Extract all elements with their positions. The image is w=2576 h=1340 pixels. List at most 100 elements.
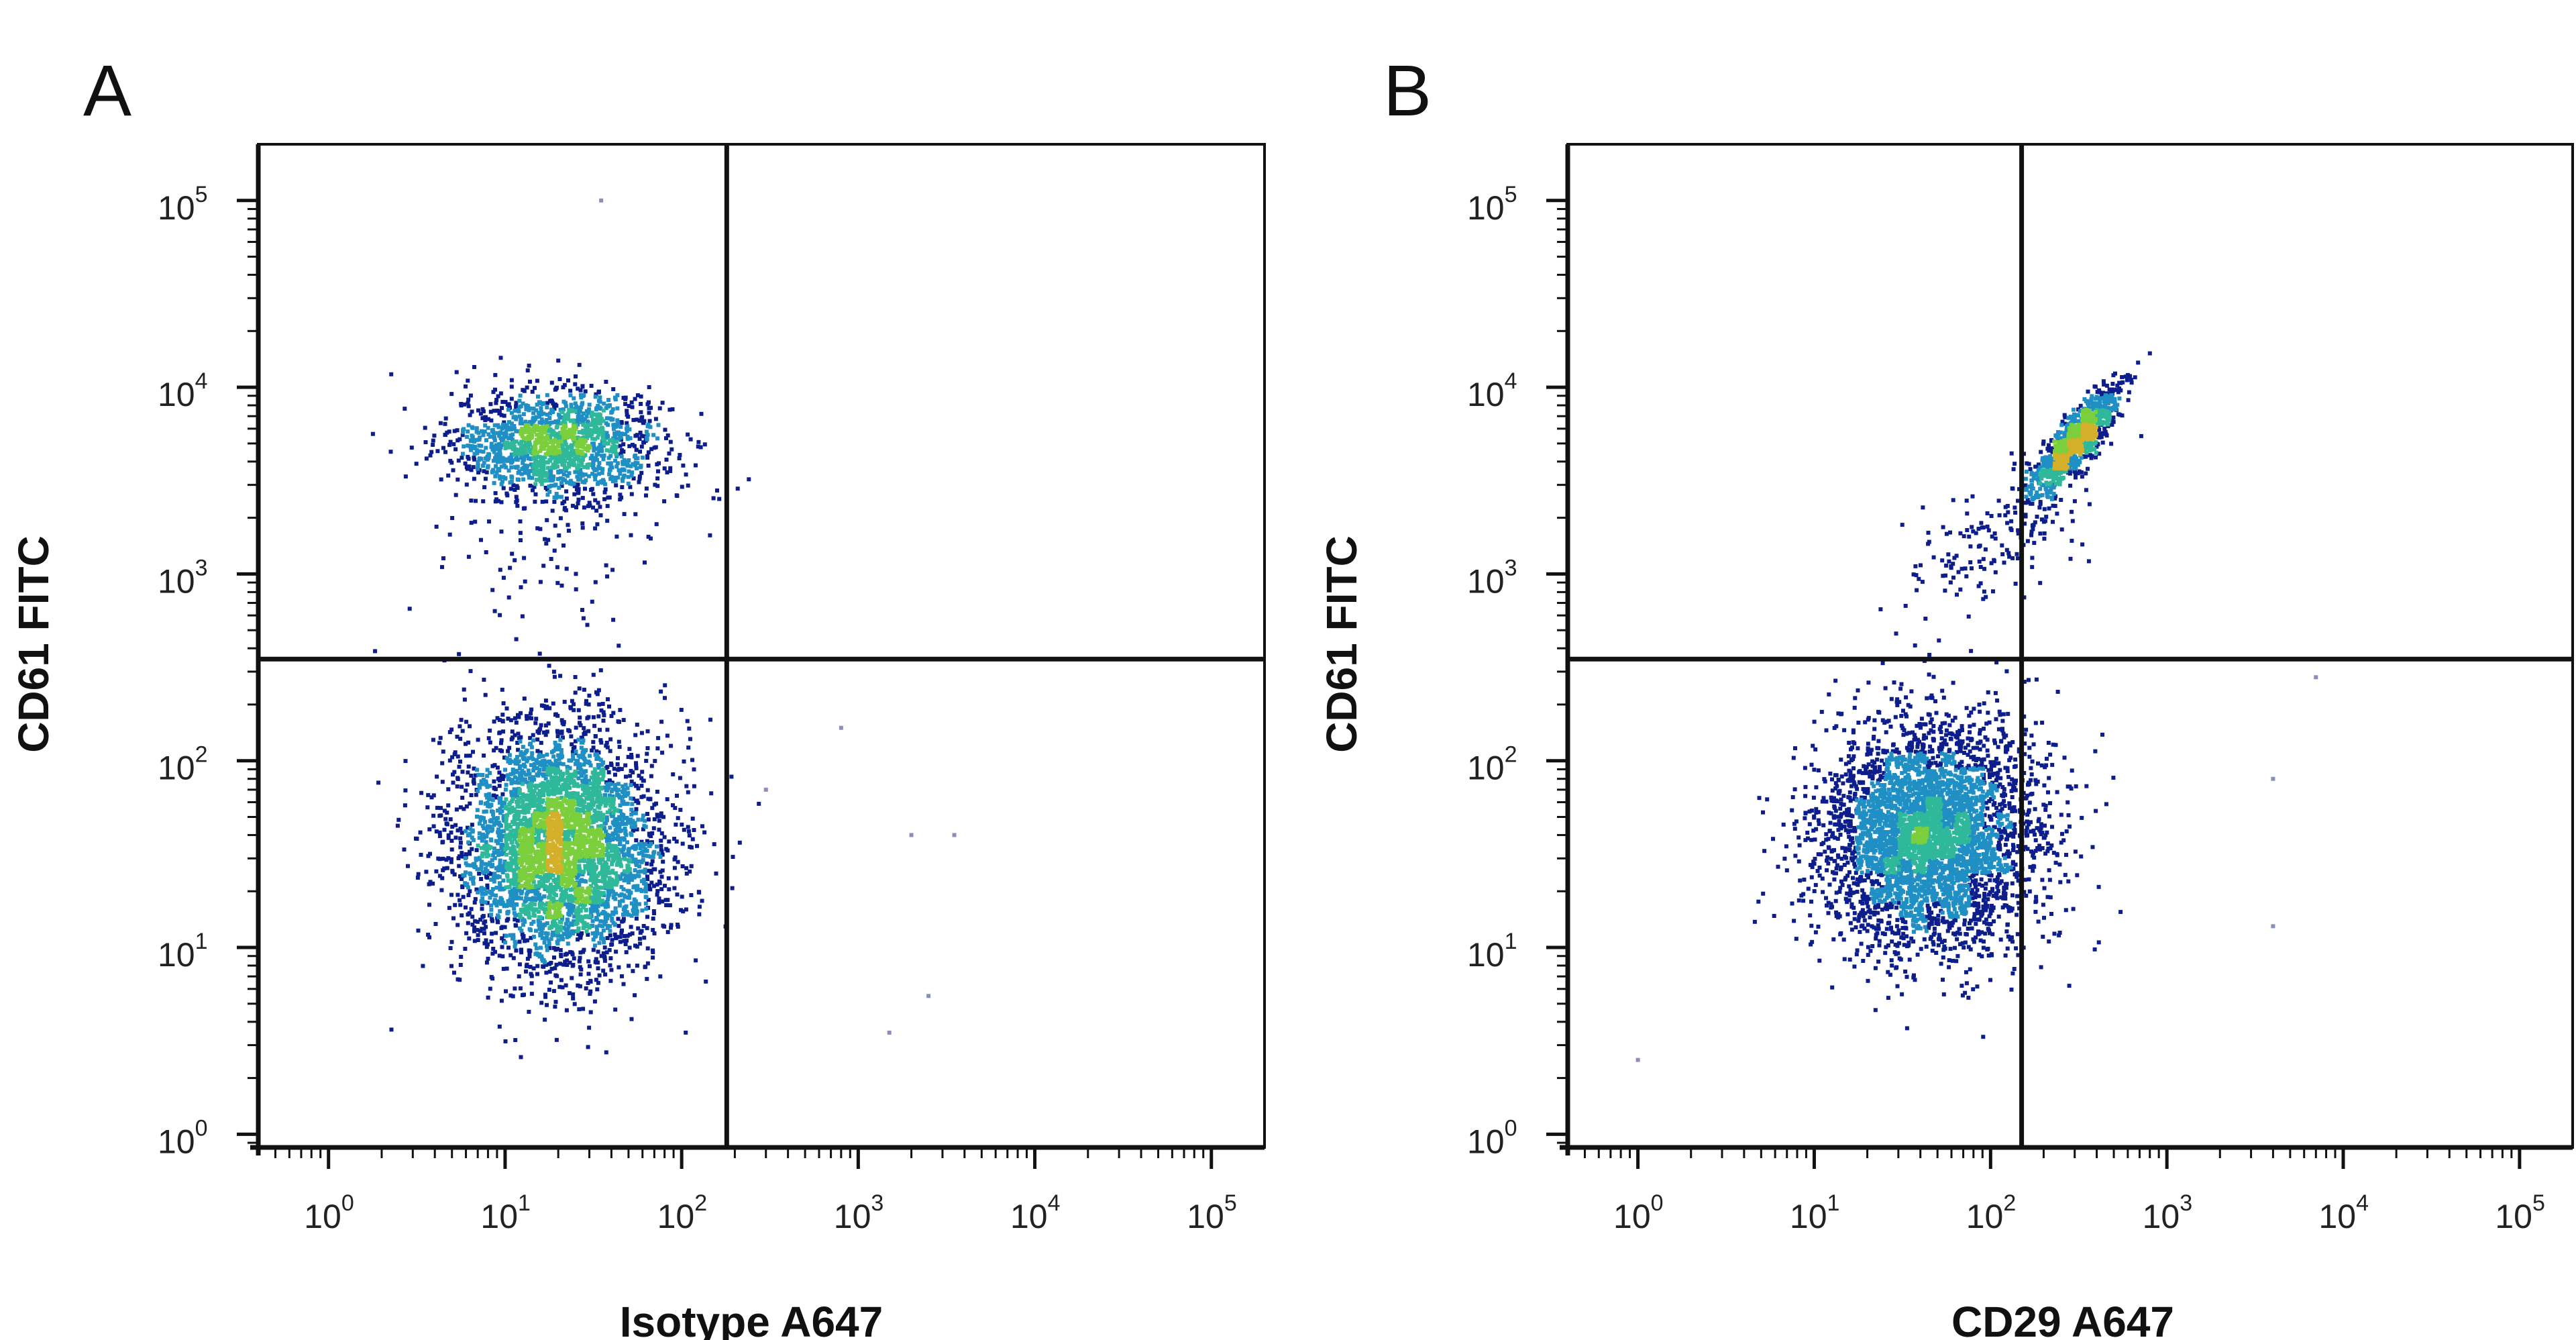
panel-a-event-dot [564,442,568,447]
panel-a-event-dot [561,407,566,412]
panel-a-event-dot [533,951,538,956]
panel-a-event-dot [576,468,580,473]
panel-a-event-dot [491,853,496,858]
panel-a-event-dot [501,456,506,461]
panel-a-event-dot [518,884,523,889]
panel-a-event-dot [518,393,523,398]
panel-a-event-dot [573,690,578,695]
panel-a-event-dot [596,980,600,985]
panel-a-event-dot [620,872,625,877]
panel-a-event-dot [519,418,523,423]
panel-a-event-dot [639,776,644,780]
panel-a-event-dot [649,834,653,838]
panel-a-event-dot [515,741,520,745]
panel-a-event-dot [622,512,627,517]
panel-a-event-dot [629,821,633,825]
panel-a-event-dot [545,1002,549,1007]
panel-a-event-dot [458,737,463,741]
panel-a-event-dot [535,972,539,976]
panel-a-event-dot [598,811,603,815]
panel-a-event-dot [472,452,477,456]
panel-a-event-dot [496,820,501,825]
panel-a-event-dot [498,445,503,450]
panel-a-event-dot [644,758,649,763]
panel-a-event-dot [686,745,691,750]
panel-a-event-dot [512,791,517,796]
panel-a-event-dot [659,838,663,843]
panel-a-event-dot [575,466,580,470]
panel-a-event-dot [541,768,546,772]
panel-a-event-dot [562,499,567,504]
panel-a-event-dot [494,818,498,823]
panel-a-event-dot [652,931,657,936]
panel-a-event-dot [494,866,498,870]
panel-a-event-dot [582,417,587,421]
panel-a-event-dot [711,496,716,501]
panel-a-event-dot [513,848,517,853]
panel-a-event-dot [589,875,594,880]
panel-a-event-dot [504,491,509,496]
panel-a-event-dot [490,810,495,815]
panel-a-event-dot [689,845,694,849]
panel-a-event-dot [585,623,590,627]
panel-a-event-dot [485,795,490,800]
panel-a-event-dot [504,427,509,431]
panel-a-event-dot [598,890,602,895]
panel-a-event-dot [547,435,552,440]
panel-a-event-dot [476,470,481,475]
panel-a-event-dot [641,778,646,783]
panel-a-event-dot [684,472,688,477]
panel-a-event-dot [639,794,644,799]
panel-a-event-dot [606,897,610,902]
panel-a-event-dot [622,468,627,472]
panel-a-event-dot [500,804,504,809]
panel-a-event-dot [620,448,625,452]
panel-a-event-dot [557,533,561,537]
panel-a-event-dot [605,926,610,930]
panel-a-event-dot [608,888,612,893]
panel-a-event-dot [611,890,615,894]
panel-a-event-dot [591,907,596,911]
panel-a-event-dot [476,460,480,464]
panel-a-event-dot [465,782,470,787]
panel-a-event-dot [542,940,547,945]
panel-a-event-dot [482,931,486,935]
panel-a-event-dot [592,456,596,461]
panel-a-event-dot [475,867,480,872]
panel-a-event-dot [524,896,529,900]
panel-a-event-dot [478,917,483,922]
panel-a-event-dot [639,394,643,399]
panel-a-event-dot [521,460,525,465]
panel-a-event-dot [625,409,629,413]
panel-a-event-dot [458,827,463,831]
panel-a-event-dot [555,476,560,481]
panel-a-event-dot [616,468,621,472]
panel-a-event-dot [479,779,484,784]
panel-a-event-dot [527,442,532,447]
panel-a-event-dot [616,643,621,648]
panel-a-event-dot [549,966,554,971]
panel-a-event-dot [529,745,534,750]
panel-a-event-dot [499,464,504,469]
panel-a-event-dot [527,449,532,454]
panel-a-event-dot [568,888,573,892]
panel-a-event-dot [501,475,506,480]
panel-a-event-dot [582,505,586,510]
panel-a-event-dot [508,718,513,723]
panel-a-event-dot [549,439,553,444]
panel-a-event-dot [645,402,650,407]
panel-a-event-dot [505,874,510,878]
panel-a-event-dot [508,897,513,902]
panel-a-event-dot [455,892,460,897]
panel-a-event-dot [628,436,633,441]
panel-a-event-dot [545,393,549,397]
panel-a-event-dot [462,427,466,431]
panel-a-event-dot [470,835,474,840]
panel-a-event-dot [572,1002,577,1007]
panel-a-event-dot [479,444,484,448]
panel-a-event-dot [525,385,529,390]
panel-a-event-dot [571,756,576,761]
panel-a-event-dot [506,945,511,950]
panel-a-event-dot [446,787,451,792]
panel-a-event-dot [513,775,517,780]
